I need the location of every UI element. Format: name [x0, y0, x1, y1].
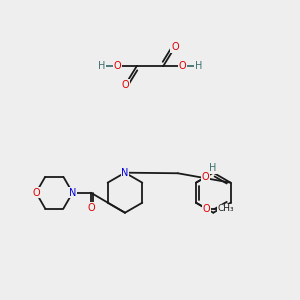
Text: O: O [202, 172, 209, 182]
Text: O: O [178, 61, 186, 71]
Text: O: O [121, 80, 129, 90]
Text: O: O [87, 203, 94, 213]
Text: O: O [171, 42, 179, 52]
Text: N: N [69, 188, 76, 198]
Text: O: O [114, 61, 122, 71]
Text: O: O [32, 188, 40, 198]
Text: CH₃: CH₃ [218, 204, 234, 213]
Text: H: H [209, 163, 217, 173]
Text: O: O [203, 204, 211, 214]
Text: N: N [121, 168, 129, 178]
Text: H: H [98, 61, 105, 71]
Text: H: H [195, 61, 202, 71]
